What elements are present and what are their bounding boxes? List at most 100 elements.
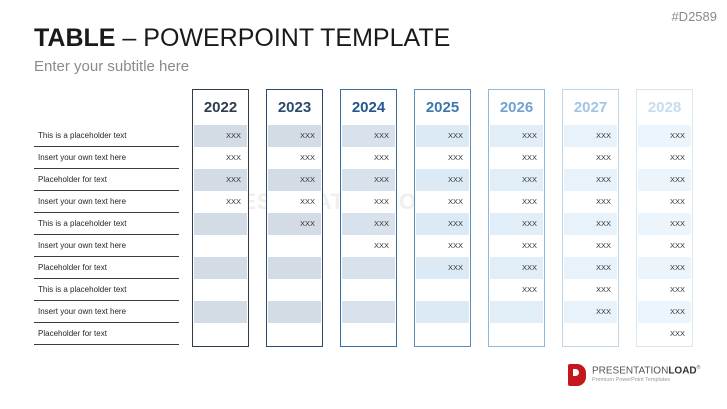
year-header[interactable]: 2025 — [425, 99, 460, 116]
table-cell[interactable]: XXX — [564, 301, 617, 323]
table-cell[interactable]: XXX — [373, 241, 389, 250]
table-cell[interactable]: XXX — [521, 285, 537, 294]
table-cell[interactable]: XXX — [490, 169, 543, 191]
table-cell[interactable]: XXX — [490, 213, 543, 235]
table-cell[interactable]: XXX — [299, 197, 315, 206]
row-label[interactable]: Placeholder for text — [34, 257, 179, 279]
row-label[interactable]: Insert your own text here — [34, 235, 179, 257]
year-column-2026: 2026 XXX XXX XXX XXX XXX XXX XXX XXX — [488, 89, 545, 347]
row-label[interactable]: This is a placeholder text — [34, 125, 179, 147]
table-cell[interactable]: XXX — [268, 213, 321, 235]
table-cell[interactable]: XXX — [595, 153, 611, 162]
table-cell[interactable] — [194, 213, 247, 235]
row-label[interactable]: This is a placeholder text — [34, 279, 179, 301]
table-cell[interactable] — [268, 257, 321, 279]
year-column-2025: 2025 XXX XXX XXX XXX XXX XXX XXX — [414, 89, 471, 347]
table-cell[interactable]: XXX — [564, 213, 617, 235]
table-cell[interactable] — [342, 301, 395, 323]
year-column-2024: 2024 XXX XXX XXX XXX XXX XXX — [340, 89, 397, 347]
table-cell[interactable] — [564, 323, 617, 345]
table-cell[interactable]: XXX — [416, 213, 469, 235]
year-header[interactable]: 2022 — [203, 99, 238, 116]
table-cell[interactable] — [268, 323, 321, 345]
table-cell[interactable] — [194, 257, 247, 279]
table-cell[interactable]: XXX — [342, 125, 395, 147]
table-cell[interactable]: XXX — [638, 257, 691, 279]
row-label[interactable]: Insert your own text here — [34, 301, 179, 323]
table-cell[interactable]: XXX — [669, 197, 685, 206]
table-cell[interactable]: XXX — [595, 197, 611, 206]
table-cell[interactable] — [194, 301, 247, 323]
table-cell[interactable]: XXX — [416, 169, 469, 191]
table-cell[interactable] — [342, 257, 395, 279]
slide-title: TABLE – POWERPOINT TEMPLATE — [34, 24, 450, 53]
row-labels: This is a placeholder text Insert your ow… — [34, 125, 179, 345]
table-cell[interactable] — [268, 301, 321, 323]
table-cell[interactable]: XXX — [669, 329, 685, 338]
table-cell[interactable]: XXX — [669, 153, 685, 162]
table-cell[interactable] — [416, 301, 469, 323]
year-header[interactable]: 2023 — [277, 99, 312, 116]
watermark: PRESENTATIONLOAD — [210, 189, 450, 214]
table-cell[interactable]: XXX — [268, 125, 321, 147]
table-cell[interactable] — [342, 279, 395, 301]
table-cell[interactable]: XXX — [521, 153, 537, 162]
year-header[interactable]: 2027 — [573, 99, 608, 116]
table-cell[interactable]: XXX — [299, 153, 315, 162]
table-cell[interactable]: XXX — [194, 169, 247, 191]
table-cell[interactable]: XXX — [564, 125, 617, 147]
table-cell[interactable]: XXX — [638, 301, 691, 323]
title-rest: – POWERPOINT TEMPLATE — [115, 24, 451, 52]
table-cell[interactable]: XXX — [416, 257, 469, 279]
year-header[interactable]: 2024 — [351, 99, 386, 116]
table-cell[interactable] — [194, 235, 247, 257]
table-cell[interactable]: XXX — [564, 169, 617, 191]
logo-p-icon — [568, 364, 586, 386]
year-header[interactable]: 2026 — [499, 99, 534, 116]
table-cell[interactable]: XXX — [490, 125, 543, 147]
title-bold: TABLE — [34, 24, 116, 52]
table-cell[interactable] — [490, 323, 543, 345]
table-cell[interactable]: XXX — [521, 197, 537, 206]
table-cell[interactable]: XXX — [447, 241, 463, 250]
table-cell[interactable]: XXX — [638, 169, 691, 191]
presentationload-logo: PRESENTATIONLOAD® Premium PowerPoint Tem… — [568, 364, 700, 386]
row-label[interactable]: Insert your own text here — [34, 147, 179, 169]
table-cell[interactable]: XXX — [225, 197, 241, 206]
row-label[interactable]: This is a placeholder text — [34, 213, 179, 235]
row-label[interactable]: Insert your own text here — [34, 191, 179, 213]
table-cell[interactable]: XXX — [194, 125, 247, 147]
table-cell[interactable]: XXX — [416, 125, 469, 147]
table-cell[interactable]: XXX — [342, 213, 395, 235]
table-cell[interactable] — [342, 323, 395, 345]
table-cell[interactable] — [194, 323, 247, 345]
table-cell[interactable] — [194, 279, 247, 301]
table-cell[interactable] — [490, 301, 543, 323]
table-cell[interactable]: XXX — [595, 285, 611, 294]
year-header[interactable]: 2028 — [647, 99, 682, 116]
table-cell[interactable]: XXX — [564, 257, 617, 279]
table-cell[interactable]: XXX — [447, 197, 463, 206]
table-cell[interactable]: XXX — [373, 197, 389, 206]
table-cell[interactable]: XXX — [225, 153, 241, 162]
year-column-2027: 2027 XXX XXX XXX XXX XXX XXX XXX XXX XXX — [562, 89, 619, 347]
year-column-2023: 2023 XXX XXX XXX XXX XXX — [266, 89, 323, 347]
row-label[interactable]: Placeholder for text — [34, 169, 179, 191]
table-cell[interactable] — [268, 235, 321, 257]
table-cell[interactable]: XXX — [595, 241, 611, 250]
slide-subtitle[interactable]: Enter your subtitle here — [34, 58, 190, 75]
table-cell[interactable]: XXX — [342, 169, 395, 191]
table-cell[interactable] — [268, 279, 321, 301]
row-label[interactable]: Placeholder for text — [34, 323, 179, 345]
table-cell[interactable]: XXX — [669, 285, 685, 294]
table-cell[interactable]: XXX — [521, 241, 537, 250]
table-cell[interactable]: XXX — [447, 153, 463, 162]
table-cell[interactable]: XXX — [490, 257, 543, 279]
table-cell[interactable]: XXX — [638, 125, 691, 147]
table-cell[interactable] — [416, 279, 469, 301]
table-cell[interactable]: XXX — [373, 153, 389, 162]
table-cell[interactable] — [416, 323, 469, 345]
table-cell[interactable]: XXX — [638, 213, 691, 235]
table-cell[interactable]: XXX — [268, 169, 321, 191]
table-cell[interactable]: XXX — [669, 241, 685, 250]
